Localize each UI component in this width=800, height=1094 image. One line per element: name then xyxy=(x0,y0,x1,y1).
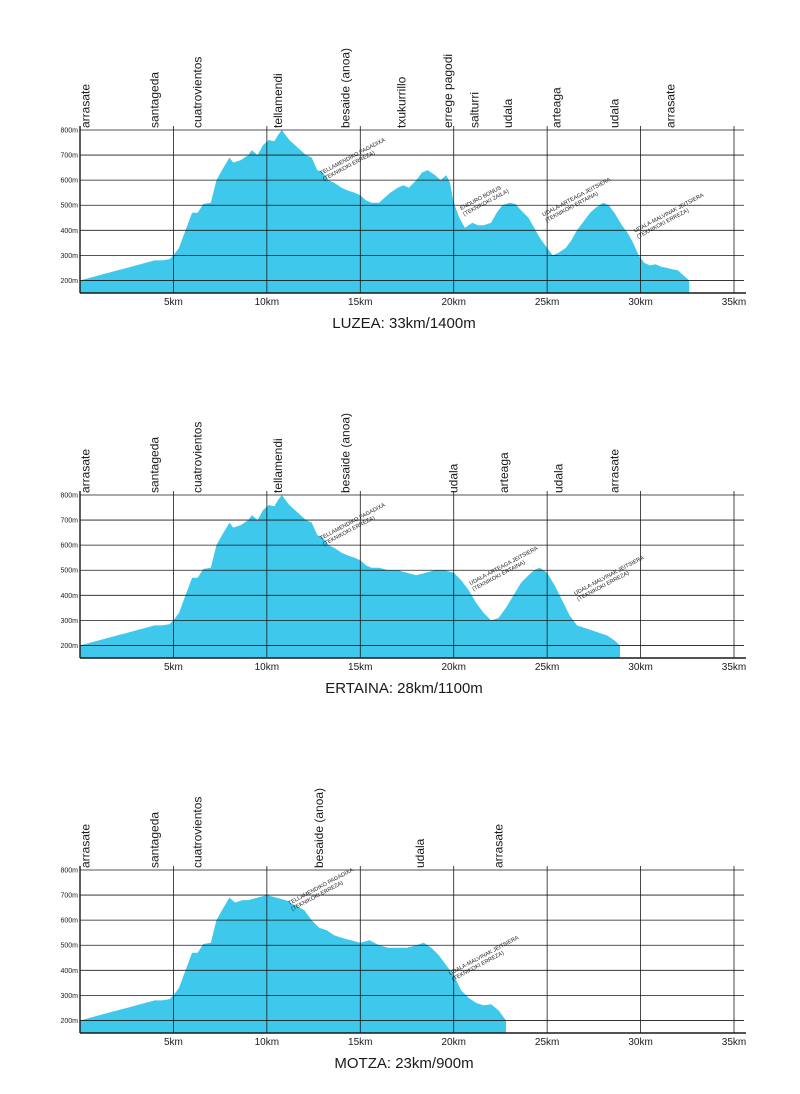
chart-title: ERTAINA: 28km/1100m xyxy=(325,680,483,697)
place-label-tellamendi: tellamendi xyxy=(271,438,285,493)
place-label-cuatrovientos: cuatrovientos xyxy=(191,797,205,868)
y-tick-label: 200m xyxy=(60,278,78,285)
place-label-cuatrovientos: cuatrovientos xyxy=(191,422,205,493)
x-tick-label: 35km xyxy=(722,662,746,673)
place-label-arteaga: arteaga xyxy=(497,452,511,493)
place-label-salturri: salturri xyxy=(467,92,481,128)
annotation-line: TELLAMENDIKO PAGADIXA xyxy=(287,867,354,907)
place-label-udala: udala xyxy=(551,463,565,493)
annotation-line: UDALA-MALVINAK JEITSIERA xyxy=(633,192,705,234)
elevation-area xyxy=(80,895,506,1033)
place-label-udala: udala xyxy=(607,98,621,128)
x-tick-label: 30km xyxy=(628,1037,652,1048)
x-tick-label: 10km xyxy=(255,1037,279,1048)
x-tick-label: 15km xyxy=(348,297,372,308)
x-tick-label: 15km xyxy=(348,662,372,673)
y-tick-label: 500m xyxy=(60,943,78,950)
elevation-chart-3: 200m 300m 400m 500m 600m 700m 800m 5km 10km 15km 2… xyxy=(60,788,746,1072)
y-tick-label: 300m xyxy=(60,993,78,1000)
x-tick-label: 10km xyxy=(255,662,279,673)
place-label-txukurrillo: txukurrillo xyxy=(394,76,408,128)
x-tick-label: 25km xyxy=(535,1037,559,1048)
place-label-santageda: santageda xyxy=(148,72,162,128)
elevation-chart-2: 200m 300m 400m 500m 600m 700m 800m 5km 10km 15km 2… xyxy=(60,413,746,697)
y-tick-label: 700m xyxy=(60,518,78,525)
x-tick-label: 10km xyxy=(255,297,279,308)
x-tick-label: 5km xyxy=(164,662,183,673)
y-tick-label: 400m xyxy=(60,968,78,975)
place-label-arrasate: arrasate xyxy=(79,824,93,868)
place-label-arrasate: arrasate xyxy=(79,449,93,493)
place-label-besaide-anoa: besaide (anoa) xyxy=(338,413,352,493)
elevation-chart-1: 200m 300m 400m 500m 600m 700m 800m 5km 10km 15km 2… xyxy=(60,48,746,332)
x-tick-label: 5km xyxy=(164,1037,183,1048)
section-annotation: TELLAMENDIKO PAGADIXA(TEKNIKOKI ERREZA) xyxy=(287,867,354,912)
x-tick-label: 35km xyxy=(722,1037,746,1048)
y-tick-label: 600m xyxy=(60,918,78,925)
x-tick-label: 30km xyxy=(628,662,652,673)
x-tick-label: 25km xyxy=(535,297,559,308)
x-tick-label: 5km xyxy=(164,297,183,308)
y-tick-label: 300m xyxy=(60,253,78,260)
place-label-arrasate: arrasate xyxy=(492,824,506,868)
y-tick-label: 700m xyxy=(60,153,78,160)
place-label-santageda: santageda xyxy=(148,812,162,868)
x-tick-label: 15km xyxy=(348,1037,372,1048)
y-tick-label: 200m xyxy=(60,1018,78,1025)
place-label-besaide-anoa: besaide (anoa) xyxy=(338,48,352,128)
x-tick-label: 20km xyxy=(441,297,465,308)
place-label-arrasate: arrasate xyxy=(664,84,678,128)
y-tick-label: 800m xyxy=(60,868,78,875)
x-tick-label: 35km xyxy=(722,297,746,308)
place-label-besaide-anoa: besaide (anoa) xyxy=(312,788,326,868)
y-tick-label: 500m xyxy=(60,203,78,210)
place-label-santageda: santageda xyxy=(148,437,162,493)
y-tick-label: 200m xyxy=(60,643,78,650)
place-label-tellamendi: tellamendi xyxy=(271,73,285,128)
elevation-area xyxy=(80,130,690,293)
section-annotation: TELLAMENDIKO PAGADIXA(TEKNIKOKI ERREZA) xyxy=(319,502,386,547)
y-tick-label: 600m xyxy=(60,543,78,550)
y-tick-label: 400m xyxy=(60,593,78,600)
place-label-cuatrovientos: cuatrovientos xyxy=(191,57,205,128)
place-label-errege-pagodi: errege pagodi xyxy=(441,54,455,128)
y-tick-label: 700m xyxy=(60,893,78,900)
place-label-arteaga: arteaga xyxy=(550,87,564,128)
section-annotation: UDALA-MALVINAK JEITSIERA(TEKNIKOKI ERREZ… xyxy=(633,192,705,240)
place-label-arrasate: arrasate xyxy=(607,449,621,493)
annotation-line: TELLAMENDIKO PAGADIXA xyxy=(319,502,386,542)
chart-title: MOTZA: 23km/900m xyxy=(334,1055,473,1072)
elevation-area xyxy=(80,495,620,658)
section-annotation: TELLAMENDIKO PAGADIXA(TEKNIKOKI ERREZA) xyxy=(319,137,386,182)
place-label-udala: udala xyxy=(447,463,461,493)
annotation-line: UDALA-MALVINAK JEITSIERA xyxy=(448,935,520,977)
x-tick-label: 30km xyxy=(628,297,652,308)
chart-title: LUZEA: 33km/1400m xyxy=(332,315,475,332)
x-tick-label: 20km xyxy=(441,1037,465,1048)
y-tick-label: 800m xyxy=(60,493,78,500)
place-label-udala: udala xyxy=(413,838,427,868)
y-tick-label: 600m xyxy=(60,178,78,185)
place-label-arrasate: arrasate xyxy=(79,84,93,128)
x-tick-label: 20km xyxy=(441,662,465,673)
section-annotation: UDALA-MALVINAK JEITSIERA(TEKNIKOKI ERREZ… xyxy=(448,935,520,983)
x-tick-label: 25km xyxy=(535,662,559,673)
annotation-line: TELLAMENDIKO PAGADIXA xyxy=(319,137,386,177)
y-tick-label: 400m xyxy=(60,228,78,235)
y-tick-label: 300m xyxy=(60,618,78,625)
y-tick-label: 500m xyxy=(60,568,78,575)
annotation-line: UDALA-MALVINAK JEITSIERA xyxy=(573,555,645,597)
place-label-udala: udala xyxy=(501,98,515,128)
y-tick-label: 800m xyxy=(60,128,78,135)
